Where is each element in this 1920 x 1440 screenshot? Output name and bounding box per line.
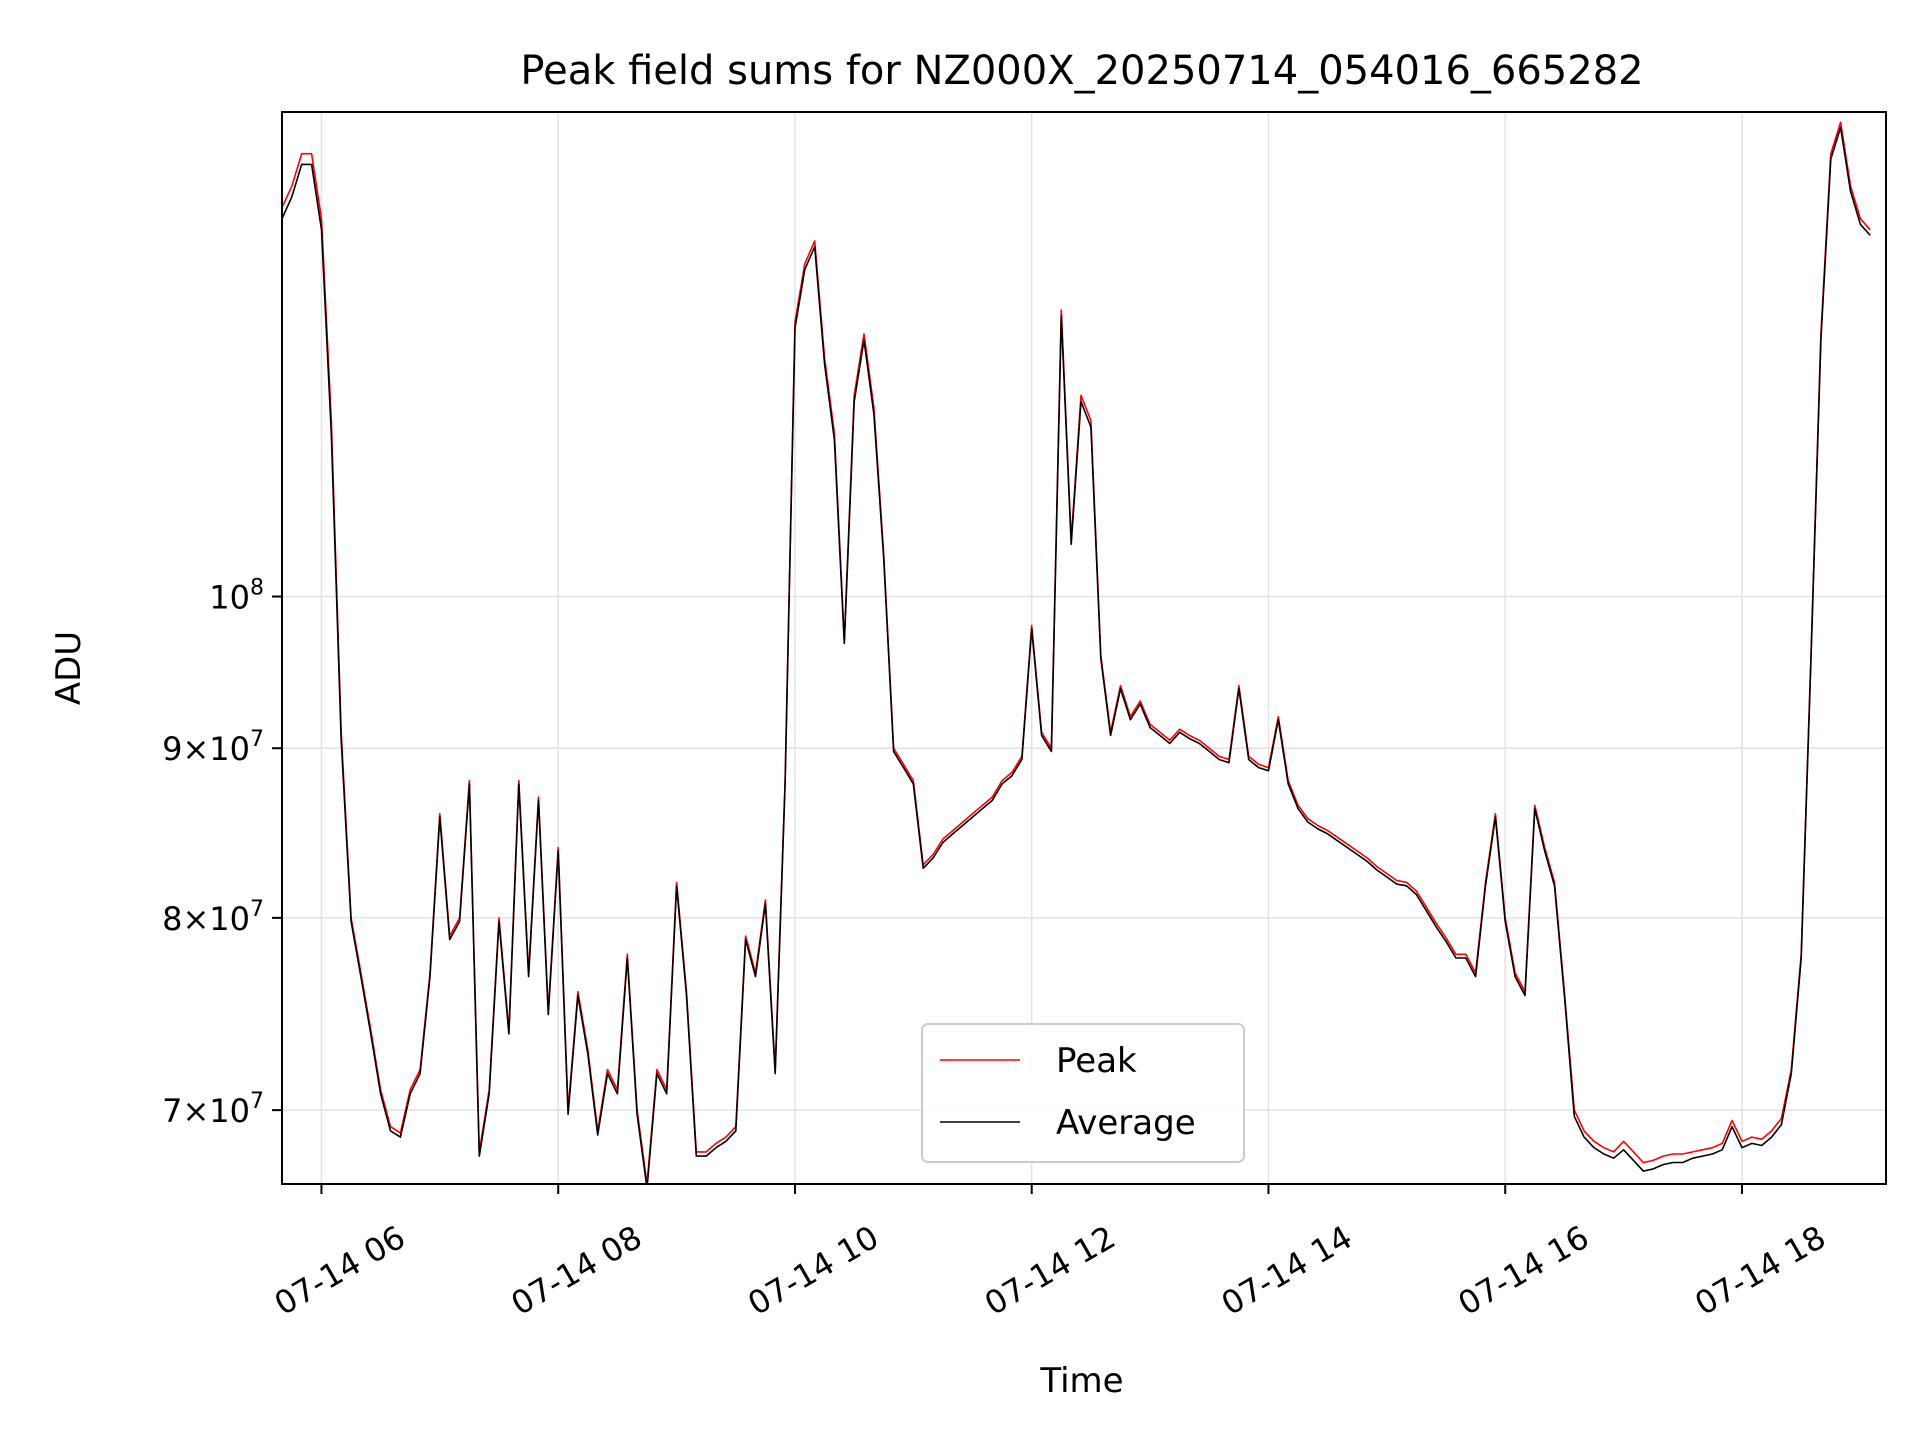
- chart-title: Peak field sums for NZ000X_20250714_0540…: [520, 48, 1643, 94]
- y-tick-label: 8×107: [162, 897, 264, 938]
- legend-box: [921, 1023, 1245, 1163]
- legend: Peak Average: [921, 1023, 1245, 1163]
- y-tick-label: 9×107: [162, 727, 264, 768]
- plot-frame: [281, 111, 1887, 1185]
- legend-label-average: Average: [1056, 1103, 1196, 1143]
- y-tick-label: 7×107: [162, 1089, 264, 1130]
- y-axis-ticks: 7×107 8×107 9×107 108: [162, 576, 282, 1130]
- x-axis-label: Time: [1039, 1361, 1123, 1401]
- y-axis-label: ADU: [49, 631, 89, 705]
- series-layer: [282, 121, 1871, 1184]
- grid: [282, 112, 1886, 1184]
- series-line-average: [282, 126, 1871, 1184]
- y-tick-label: 108: [209, 576, 264, 617]
- legend-label-peak: Peak: [1056, 1041, 1137, 1081]
